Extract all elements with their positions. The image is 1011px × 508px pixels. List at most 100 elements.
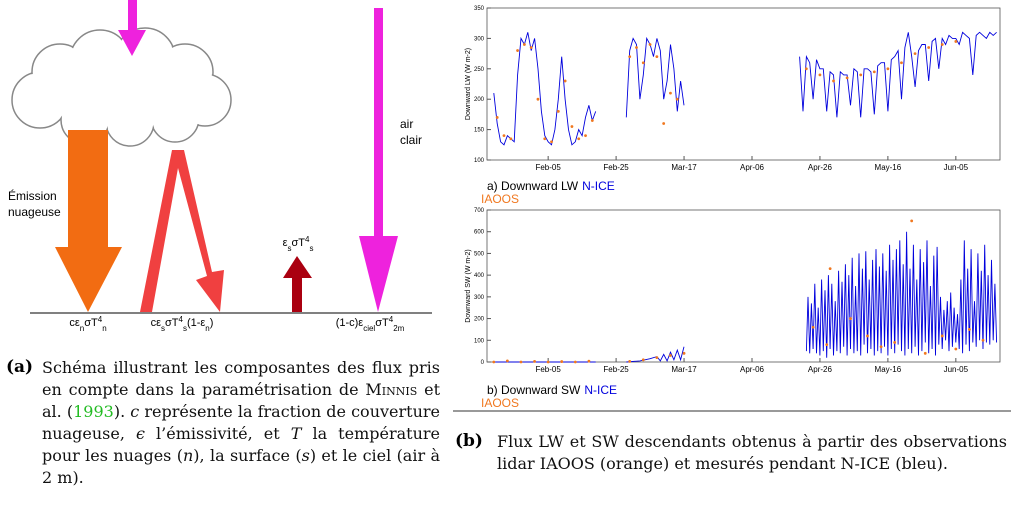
arrow-incoming [118,0,146,56]
formula-part: 4 [305,235,310,244]
point [832,79,835,83]
y-tick-label: 300 [474,36,485,42]
point [590,119,594,122]
caption-part: ), la surface ( [193,446,302,465]
y-tick-label: 600 [474,230,485,236]
caption-part: Schéma illustrant les composantes des fl… [42,358,440,399]
arrow-clear-sky [359,8,398,312]
chart-title: b) Downward SW N-ICE [487,383,617,397]
point [886,67,890,71]
point [556,109,560,113]
x-tick-label: Jun-05 [944,365,969,374]
point [923,351,927,355]
point [641,358,645,362]
x-tick-label: Apr-26 [808,365,833,374]
point [669,91,672,95]
y-tick-label: 200 [474,317,485,323]
point [543,137,547,141]
formula-part: n [102,324,106,333]
caption-part: c [130,402,140,421]
point [682,351,686,355]
formula-part: 4 [98,315,103,324]
point [981,338,985,342]
point [818,73,822,77]
plot-frame [486,7,1001,161]
point [560,360,564,363]
clear-air-label: air [400,117,413,131]
arrow-cloud-emission [55,130,122,312]
formula-part: σT [375,317,389,329]
x-tick-label: May-16 [875,365,902,374]
series-line [493,31,997,146]
formula-part: σT [84,317,98,329]
formula-part: 4 [389,315,394,324]
point [573,360,577,364]
caption: Flux LW et SW descendants obtenus à part… [497,432,1007,473]
y-tick-label: 700 [474,208,485,214]
point [859,73,863,77]
point [502,134,506,138]
caption-part: représente la fraction de couverture nua… [42,402,441,443]
point [825,343,829,347]
point [866,334,869,338]
y-tick-label: 200 [474,97,485,103]
y-axis-label: Downward LW (W m-2) [465,48,472,120]
point [577,137,581,141]
y-tick-label: 0 [481,360,485,366]
x-tick-label: Mar-17 [671,163,697,172]
formula-part: σT [165,317,179,329]
point [550,140,553,144]
point [546,360,550,364]
point [522,43,526,46]
point [900,61,903,65]
x-tick-label: Jun-05 [944,163,969,172]
caption-part: la température pour les nuages ( [42,424,441,465]
point [872,70,876,74]
point [587,359,591,363]
formula-part: s [287,244,291,253]
point [529,46,533,49]
point [584,134,587,138]
formula-part: s [309,244,313,253]
y-tick-label: 400 [474,273,485,279]
formula-part: (1-ε [187,317,205,329]
point [655,356,659,360]
formula-part: ) [210,317,214,329]
formula-part: cε [151,317,162,329]
point [536,97,540,101]
point [655,55,659,59]
x-tick-label: Feb-25 [603,365,629,374]
point [628,359,632,363]
formula-part: s [183,324,187,333]
y-tick-label: 300 [474,295,485,301]
point [828,267,832,271]
chart-title: a) Downward LW N-ICE [487,179,615,193]
arrow-reflection [140,150,224,312]
caption: Schéma illustrant les composantes des fl… [42,357,440,489]
point [563,79,567,83]
point [940,43,944,46]
caption-part: Minnis [365,380,418,399]
emission-label: Émission [8,188,57,203]
y-axis-label: Downward SW (W m-2) [465,249,472,323]
caption-part: ) et le ciel (air à 2 m). [42,446,440,487]
y-tick-label: 100 [474,338,485,344]
point [669,354,672,357]
point [495,116,499,119]
point [954,347,958,351]
legend-entry: IAOOS [481,192,519,206]
caption-part: s [301,446,310,465]
caption-part: 1993 [73,402,114,421]
formula: cεsσT4s(1-εn) [151,315,214,333]
x-tick-label: Mar-17 [671,365,697,374]
caption-part: T [290,424,302,443]
chart-title-text: a) Downward LW [487,179,579,193]
formula-part: ciel [363,324,375,333]
caption-part: n [182,446,194,465]
caption-part: ). [113,402,131,421]
point [893,341,897,344]
point [913,52,917,55]
emission-label: nuageuse [8,205,61,219]
plot-frame [486,209,1001,363]
